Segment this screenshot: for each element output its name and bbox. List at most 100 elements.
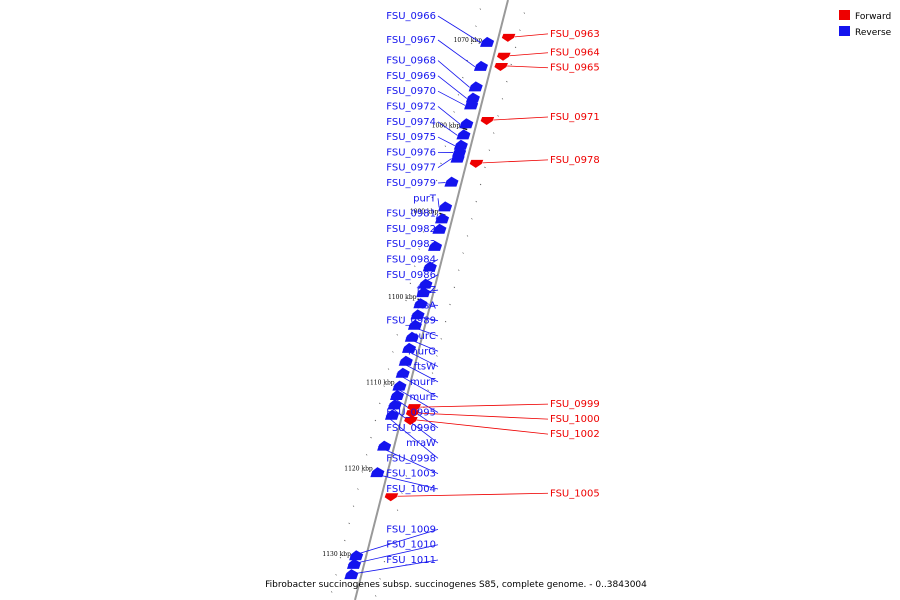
- leader-line: [437, 75, 468, 99]
- minor-tick: [414, 440, 416, 443]
- gene-arrow-fsu-1002[interactable]: [404, 417, 418, 425]
- gene-arrow-mraw[interactable]: [387, 399, 402, 410]
- gene-arrow-fsu-0968[interactable]: [468, 81, 483, 92]
- gene-label-fsu-0995[interactable]: FSU_0995: [386, 407, 436, 418]
- gene-label-fsu-0986[interactable]: FSU_0986: [386, 270, 436, 281]
- gene-label-fsu-1004[interactable]: FSU_1004: [386, 484, 436, 495]
- gene-arrow-fsu-0967[interactable]: [473, 60, 488, 71]
- gene-arrow-murg[interactable]: [404, 331, 419, 342]
- gene-arrow-mure[interactable]: [395, 367, 410, 378]
- gene-arrow-fsu-0989[interactable]: [410, 309, 425, 320]
- gene-label-ftsw[interactable]: ftsW: [414, 362, 436, 373]
- gene-label-fsu-0969[interactable]: FSU_0969: [386, 71, 436, 82]
- gene-label-fsu-0966[interactable]: FSU_0966: [386, 11, 436, 22]
- gene-label-fsu-0965[interactable]: FSU_0965: [550, 63, 600, 74]
- gene-arrow-ftsa[interactable]: [413, 298, 428, 309]
- gene-label-fsu-0981[interactable]: FSU_0981: [386, 209, 436, 220]
- gene-label-fsu-0982[interactable]: FSU_0982: [386, 224, 436, 235]
- gene-label-fsu-0999[interactable]: FSU_0999: [550, 399, 600, 410]
- gene-label-fsu-0984[interactable]: FSU_0984: [386, 254, 436, 265]
- gene-arrow-ftsz[interactable]: [416, 287, 431, 298]
- gene-arrow-purt[interactable]: [438, 201, 453, 212]
- gene-arrow-fsu-0979[interactable]: [444, 176, 459, 187]
- gene-label-fsu-0970[interactable]: FSU_0970: [386, 86, 436, 97]
- gene-label-fsu-0967[interactable]: FSU_0967: [386, 35, 436, 46]
- gene-label-fsu-1005[interactable]: FSU_1005: [550, 488, 600, 499]
- gene-arrow-fsu-0998[interactable]: [384, 409, 400, 420]
- minor-tick: [427, 214, 429, 216]
- gene-arrow-fsu-1000[interactable]: [405, 410, 420, 419]
- gene-arrow-fsu-0983[interactable]: [428, 240, 443, 251]
- gene-label-fsu-1009[interactable]: FSU_1009: [386, 524, 436, 535]
- gene-label-fsu-0975[interactable]: FSU_0975: [386, 132, 436, 143]
- gene-arrow-fsu-0995[interactable]: [392, 380, 407, 391]
- gene-label-fsu-0977[interactable]: FSU_0977: [386, 163, 436, 174]
- gene-label-murg[interactable]: murG: [408, 346, 436, 357]
- gene-arrow-fsu-0972[interactable]: [459, 118, 474, 129]
- minor-tick: [453, 286, 456, 289]
- gene-label-fsu-1003[interactable]: FSU_1003: [386, 469, 436, 480]
- gene-label-fsu-1000[interactable]: FSU_1000: [550, 414, 600, 425]
- gene-label-murf[interactable]: murF: [410, 377, 436, 388]
- gene-arrow-fsu-0974[interactable]: [456, 129, 471, 140]
- minor-tick: [493, 132, 495, 134]
- gene-label-fsu-0998[interactable]: FSU_0998: [386, 453, 436, 464]
- gene-label-mraw[interactable]: mraW: [406, 438, 436, 449]
- gene-label-fsu-0963[interactable]: FSU_0963: [550, 29, 600, 40]
- gene-label-mure[interactable]: murE: [409, 392, 436, 403]
- gene-arrow-fsu-0984[interactable]: [422, 261, 437, 272]
- gene-label-fsu-0974[interactable]: FSU_0974: [386, 117, 436, 128]
- gene-label-fsu-0968[interactable]: FSU_0968: [386, 56, 436, 67]
- gene-arrow-fsu-1010[interactable]: [346, 558, 361, 569]
- gene-arrow-fsu-0965[interactable]: [494, 63, 508, 71]
- minor-tick: [400, 316, 403, 319]
- gene-label-fsu-0983[interactable]: FSU_0983: [386, 239, 436, 250]
- gene-label-purt[interactable]: purT: [413, 193, 437, 204]
- gene-label-fsu-0964[interactable]: FSU_0964: [550, 48, 600, 59]
- gene-label-fsu-1002[interactable]: FSU_1002: [550, 429, 600, 440]
- gene-label-ftsz[interactable]: ftsZ: [417, 285, 436, 296]
- gene-arrow-fsu-1004[interactable]: [370, 467, 385, 478]
- gene-arrow-fsu-0996[interactable]: [390, 390, 405, 400]
- gene-arrow-fsu-1003[interactable]: [377, 440, 392, 451]
- gene-label-murc[interactable]: murC: [409, 331, 436, 342]
- gene-label-fsu-0989[interactable]: FSU_0989: [386, 316, 436, 327]
- gene-label-fsu-0976[interactable]: FSU_0976: [386, 147, 436, 158]
- gene-arrow-fsu-0966[interactable]: [480, 36, 495, 47]
- gene-arrow-murc[interactable]: [407, 319, 422, 330]
- gene-arrow-fsu-0963[interactable]: [501, 33, 516, 42]
- gene-label-fsu-0971[interactable]: FSU_0971: [550, 112, 600, 123]
- gene-arrow-fsu-1005[interactable]: [384, 493, 399, 502]
- gene-label-ftsa[interactable]: ftsA: [417, 300, 436, 311]
- gene-arrow-fsu-1009[interactable]: [349, 550, 364, 561]
- gene-label-fsu-0978[interactable]: FSU_0978: [550, 155, 600, 166]
- minor-tick: [383, 385, 385, 387]
- gene-label-fsu-0979[interactable]: FSU_0979: [386, 178, 436, 189]
- gene-label-fsu-1011[interactable]: FSU_1011: [386, 555, 436, 566]
- gene-arrow-fsu-0981[interactable]: [435, 213, 450, 224]
- gene-arrow-fsu-0964[interactable]: [497, 52, 511, 61]
- minor-tick: [453, 111, 455, 113]
- leader-line: [482, 159, 549, 164]
- gene-arrow-fsu-1011[interactable]: [344, 569, 359, 580]
- leader-line: [377, 446, 439, 475]
- leader-line: [397, 492, 549, 497]
- minor-tick: [414, 265, 416, 267]
- gene-arrow-fsu-0978[interactable]: [469, 159, 484, 168]
- gene-label-fsu-0996[interactable]: FSU_0996: [386, 423, 436, 434]
- gene-arrow-ftsw[interactable]: [402, 342, 417, 353]
- gene-arrow-fsu-0976[interactable]: [452, 146, 467, 157]
- gene-arrow-fsu-0969[interactable]: [465, 92, 480, 103]
- gene-arrow-fsu-0975[interactable]: [453, 139, 468, 150]
- minor-tick: [475, 25, 477, 27]
- gene-label-fsu-0972[interactable]: FSU_0972: [386, 101, 436, 112]
- minor-tick: [348, 522, 350, 525]
- gene-label-fsu-1010[interactable]: FSU_1010: [386, 540, 436, 551]
- minor-tick: [383, 560, 386, 563]
- gene-arrow-murf[interactable]: [398, 355, 413, 366]
- gene-arrow-fsu-0986[interactable]: [418, 278, 433, 289]
- gene-arrow-fsu-0971[interactable]: [480, 117, 495, 125]
- gene-arrow-fsu-0982[interactable]: [432, 223, 447, 234]
- gene-arrow-fsu-0977[interactable]: [450, 152, 465, 163]
- gene-arrow-fsu-0970[interactable]: [464, 99, 479, 110]
